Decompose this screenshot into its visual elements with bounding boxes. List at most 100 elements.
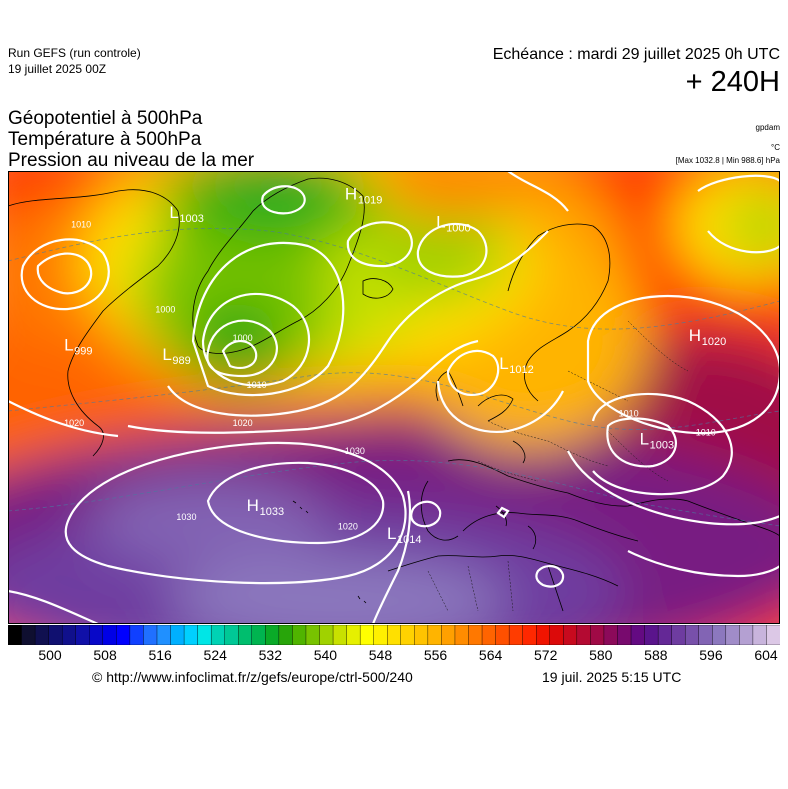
colorbar-tick-label: 588	[644, 647, 668, 663]
colorbar-swatch	[590, 625, 605, 645]
isobar-label: 1010	[247, 380, 267, 390]
isobar-label: 1000	[233, 333, 253, 343]
colorbar-swatch	[725, 625, 740, 645]
colorbar-tick-label: 556	[423, 647, 448, 663]
isobar-label: 1010	[696, 427, 716, 437]
colorbar-swatch	[183, 625, 199, 645]
colorbar-swatch	[630, 625, 646, 645]
colorbar-swatch	[34, 625, 50, 645]
colorbar-swatch	[143, 625, 158, 645]
pressure-center-L-1000: L 1000	[436, 213, 470, 235]
isobar-label: 1000	[155, 305, 175, 315]
colorbar-swatch	[644, 625, 659, 645]
pressure-center-L-989: L 989	[162, 345, 190, 367]
colorbar-swatch	[319, 625, 334, 645]
pressure-center-value: 1003	[179, 213, 203, 225]
colorbar-tick-label: 572	[534, 647, 558, 663]
colorbar-swatch	[508, 625, 524, 645]
colorbar-swatch	[441, 625, 456, 645]
colorbar-swatch	[657, 625, 673, 645]
pressure-center-L-1003: L 1003	[640, 430, 674, 452]
colorbar	[8, 625, 780, 645]
colorbar-swatch	[305, 625, 321, 645]
pressure-center-value: 1020	[702, 336, 726, 348]
colorbar-swatch	[170, 625, 185, 645]
colorbar-swatch	[292, 625, 307, 645]
colorbar-tick-label: 532	[258, 647, 282, 663]
colorbar-swatch	[102, 625, 117, 645]
run-date: 19 juillet 2025 00Z	[8, 62, 107, 76]
colorbar-swatch	[156, 625, 172, 645]
isobar-label: 1010	[71, 220, 91, 230]
colorbar-swatch	[563, 625, 578, 645]
colorbar-swatch	[617, 625, 632, 645]
pressure-extremes: [Max 1032.8 | Min 988.6] hPa	[675, 156, 780, 165]
copyright-url: © http://www.infoclimat.fr/z/gefs/europe…	[92, 669, 413, 685]
colorbar-swatch	[549, 625, 564, 645]
pressure-center-L-1003: L 1003	[169, 203, 203, 225]
isobar-label: 1030	[345, 446, 365, 456]
unit-temperature: °C	[771, 143, 780, 152]
colorbar-swatch	[766, 625, 780, 645]
colorbar-tick-label: 500	[38, 647, 62, 663]
colorbar-swatch	[224, 625, 239, 645]
colorbar-swatch	[75, 625, 90, 645]
pressure-center-type: L	[387, 524, 396, 543]
colorbar-swatch	[427, 625, 442, 645]
pressure-center-type: L	[499, 354, 508, 373]
colorbar-swatch	[400, 625, 415, 645]
lead-time: + 240H	[685, 66, 780, 98]
title-geopotential: Géopotentiel à 500hPa	[8, 108, 203, 129]
colorbar-swatch	[238, 625, 253, 645]
colorbar-swatch	[739, 625, 754, 645]
colorbar-swatch	[61, 625, 77, 645]
colorbar-swatch	[698, 625, 713, 645]
colorbar-swatch	[671, 625, 686, 645]
colorbar-swatch	[387, 625, 402, 645]
pressure-center-value: 1019	[358, 194, 382, 206]
colorbar-swatch	[21, 625, 36, 645]
pressure-center-value: 1000	[446, 223, 470, 235]
colorbar-swatch	[536, 625, 551, 645]
colorbar-tick-label: 580	[589, 647, 613, 663]
pressure-center-value: 1033	[260, 506, 284, 518]
isobars	[8, 171, 780, 624]
pressure-center-type: L	[64, 335, 73, 354]
run-timestamp: 19 juil. 2025 5:15 UTC	[542, 669, 682, 685]
pressure-center-L-1014: L 1014	[387, 524, 421, 546]
colorbar-swatch	[481, 625, 497, 645]
colorbar-tick-label: 516	[148, 647, 172, 663]
pressure-center-type: L	[169, 203, 178, 222]
pressure-center-type: H	[247, 496, 259, 515]
colorbar-tick-label: 540	[313, 647, 338, 663]
pressure-center-H-1019: H 1019	[345, 184, 382, 206]
pressure-center-H-1020: H 1020	[689, 326, 726, 348]
pressure-center-L-1012: L 1012	[499, 354, 533, 376]
colorbar-swatch	[603, 625, 619, 645]
colorbar-tick-label: 524	[203, 647, 227, 663]
isobar-label: 1020	[64, 418, 84, 428]
pressure-center-type: L	[640, 430, 649, 449]
colorbar-swatch	[373, 625, 388, 645]
pressure-center-type: H	[689, 326, 701, 345]
pressure-center-type: L	[436, 213, 445, 232]
coastlines	[8, 177, 780, 612]
colorbar-tick-labels: 500 508 516 524 532 540 548 556 564 572 580 588 596 6…	[0, 647, 788, 665]
valid-time: Echéance : mardi 29 juillet 2025 0h UTC	[492, 46, 780, 63]
colorbar-swatch	[359, 625, 375, 645]
unit-geopotential: gpdam	[755, 123, 780, 132]
pressure-center-type: H	[345, 184, 357, 203]
colorbar-tick-label: 564	[478, 647, 503, 663]
colorbar-swatch	[752, 625, 768, 645]
pressure-center-value: 989	[172, 355, 190, 367]
run-title: Run GEFS (run controle)	[8, 46, 141, 60]
colorbar-swatch	[251, 625, 266, 645]
colorbar-tick-label: 604	[754, 647, 778, 663]
colorbar-tick-label: 548	[368, 647, 393, 663]
colorbar-tick-label: 508	[93, 647, 117, 663]
pressure-center-type: L	[162, 345, 171, 364]
colorbar-swatch	[210, 625, 226, 645]
colorbar-swatch	[265, 625, 280, 645]
colorbar-swatch	[346, 625, 361, 645]
